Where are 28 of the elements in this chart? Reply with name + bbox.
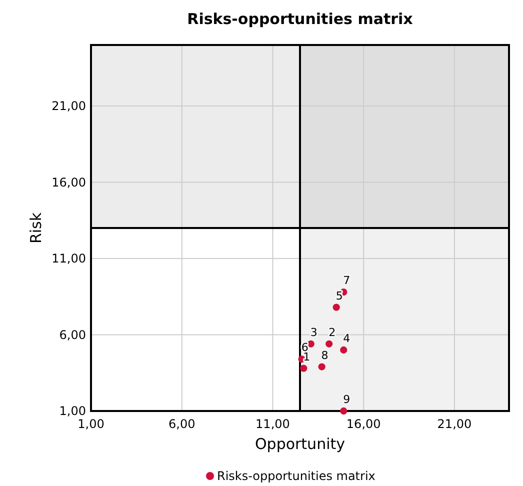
annotation: 9 [343, 393, 350, 406]
annotation: 3 [310, 326, 318, 339]
x-tick-label: 11,00 [256, 417, 290, 431]
point [300, 364, 308, 372]
point [318, 363, 326, 370]
x-tick-label: 1,00 [78, 417, 104, 431]
point [340, 346, 348, 354]
x-axis-title: Opportunity [254, 435, 346, 453]
point [332, 304, 340, 311]
y-tick-label: 11,00 [52, 252, 86, 266]
annotation: 7 [343, 274, 350, 288]
x-tick-label: 6,00 [168, 417, 196, 431]
point [340, 407, 348, 415]
annotation: 1 [303, 350, 310, 364]
y-tick-label: 1,00 [59, 404, 86, 418]
x-tick-label: 16,00 [346, 417, 381, 431]
x-tick-label: 21,00 [437, 417, 472, 431]
y-axis-title: Risk [27, 212, 45, 244]
legend-label: Risks-opportunities matrix [217, 469, 376, 483]
annotation: 4 [343, 332, 350, 345]
annotation: 5 [336, 289, 343, 302]
point [326, 340, 333, 348]
annotation: 2 [328, 326, 336, 339]
annotation: 8 [321, 348, 328, 362]
y-tick-label: 16,00 [52, 175, 86, 190]
y-tick-label: 21,00 [52, 99, 86, 113]
y-tick-label: 6,00 [59, 328, 86, 342]
chart-title: Risks-opportunities matrix [187, 10, 414, 28]
